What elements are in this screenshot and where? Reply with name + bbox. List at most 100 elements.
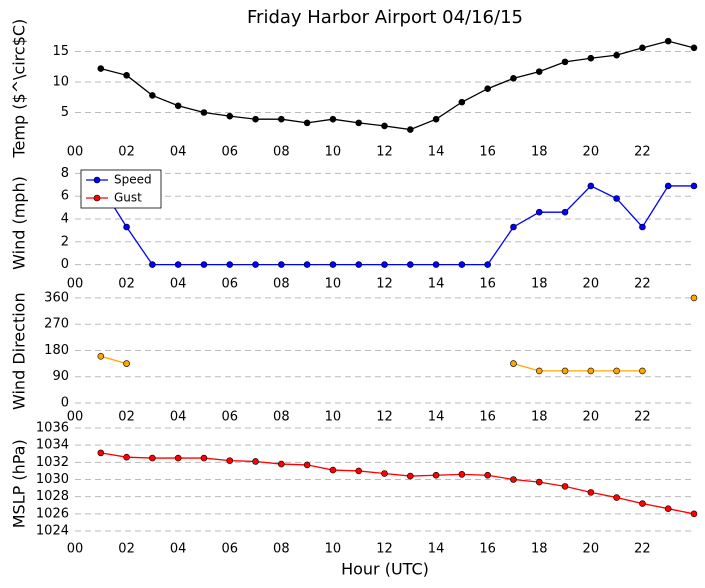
x-tick-label: 04 [170,542,187,557]
x-tick-label: 22 [634,145,651,160]
x-tick-label: 02 [118,410,135,425]
x-tick-label: 16 [479,277,496,292]
data-point [97,353,105,360]
x-tick-label: 04 [170,410,187,425]
data-point [355,467,363,475]
data-point [406,261,414,268]
x-tick-label: 02 [118,542,135,557]
x-tick-label: 00 [67,277,84,292]
y-tick-label: 1030 [36,472,69,487]
y-tick-label: 6 [61,189,69,204]
data-point [639,44,646,52]
data-point [639,223,646,231]
x-tick-label: 06 [221,145,238,160]
data-point [613,494,620,501]
data-point [381,470,388,477]
series-line [100,452,695,515]
x-tick-label: 22 [634,542,651,557]
data-point [690,510,698,518]
data-point [561,367,569,375]
data-point [226,261,234,268]
y-tick-label: 1032 [36,455,69,470]
y-tick-label: 10 [52,75,69,90]
x-tick-label: 08 [273,410,290,425]
legend-box [80,169,162,209]
data-point [303,119,311,127]
data-point [303,461,311,469]
data-point [664,37,672,45]
data-point [587,182,595,190]
x-tick-label: 08 [273,277,290,292]
data-point [381,261,388,268]
data-point [123,453,130,461]
x-tick-label: 06 [221,542,238,557]
data-point [174,454,182,462]
data-point [406,472,414,480]
data-point [587,367,595,375]
y-axis-label: Wind Direction [10,292,29,410]
x-tick-label: 20 [583,542,600,557]
y-tick-label: 1034 [36,438,69,453]
x-tick-label: 08 [273,542,290,557]
data-point [123,71,130,79]
legend-marker [93,194,101,202]
data-point [123,223,130,231]
y-tick-label: 1028 [36,489,69,504]
data-point [174,261,182,268]
x-tick-label: 14 [428,542,445,557]
y-axis-label: Temp ($^\circ$C) [10,19,29,159]
chart-title: Friday Harbor Airport 04/16/15 [247,7,523,28]
y-tick-label: 4 [61,212,69,227]
data-point [278,460,285,468]
data-point [561,208,569,216]
x-tick-label: 06 [221,410,238,425]
x-tick-label: 10 [325,145,342,160]
data-point [690,294,698,302]
data-point [535,68,543,75]
data-point [613,51,620,59]
data-point [226,457,234,464]
series-line [100,40,695,131]
y-axis-label: MSLP (hPa) [10,439,29,528]
x-tick-label: 16 [479,542,496,557]
x-tick-label: 14 [428,277,445,292]
data-point [252,458,259,465]
data-point [200,109,208,116]
legend-label: Speed [114,173,152,187]
data-point [97,449,105,457]
x-tick-label: 18 [531,542,548,557]
data-point [278,115,285,123]
data-point [329,261,337,268]
data-point [639,367,646,375]
y-tick-label: 90 [52,369,69,384]
y-tick-label: 0 [61,396,69,411]
x-tick-label: 20 [583,277,600,292]
data-point [458,261,466,268]
legend-label: Gust [114,191,142,205]
data-point [432,115,440,123]
x-tick-label: 06 [221,277,238,292]
x-tick-label: 12 [376,145,393,160]
data-point [200,454,208,462]
data-point [355,119,363,127]
data-point [639,500,646,507]
y-tick-label: 0 [61,257,69,272]
data-point [535,367,543,375]
data-point [174,102,182,110]
legend-marker [93,176,101,184]
data-point [97,65,105,72]
data-point [381,122,388,130]
data-point [303,261,311,268]
x-tick-label: 14 [428,145,445,160]
x-tick-label: 02 [118,277,135,292]
data-point [252,115,259,123]
x-tick-label: 20 [583,410,600,425]
x-tick-label: 10 [325,277,342,292]
data-point [510,75,517,82]
data-point [432,261,440,268]
y-tick-label: 180 [44,343,69,358]
x-tick-label: 04 [170,145,187,160]
x-tick-label: 12 [376,410,393,425]
x-tick-label: 00 [67,410,84,425]
data-point [510,223,517,231]
